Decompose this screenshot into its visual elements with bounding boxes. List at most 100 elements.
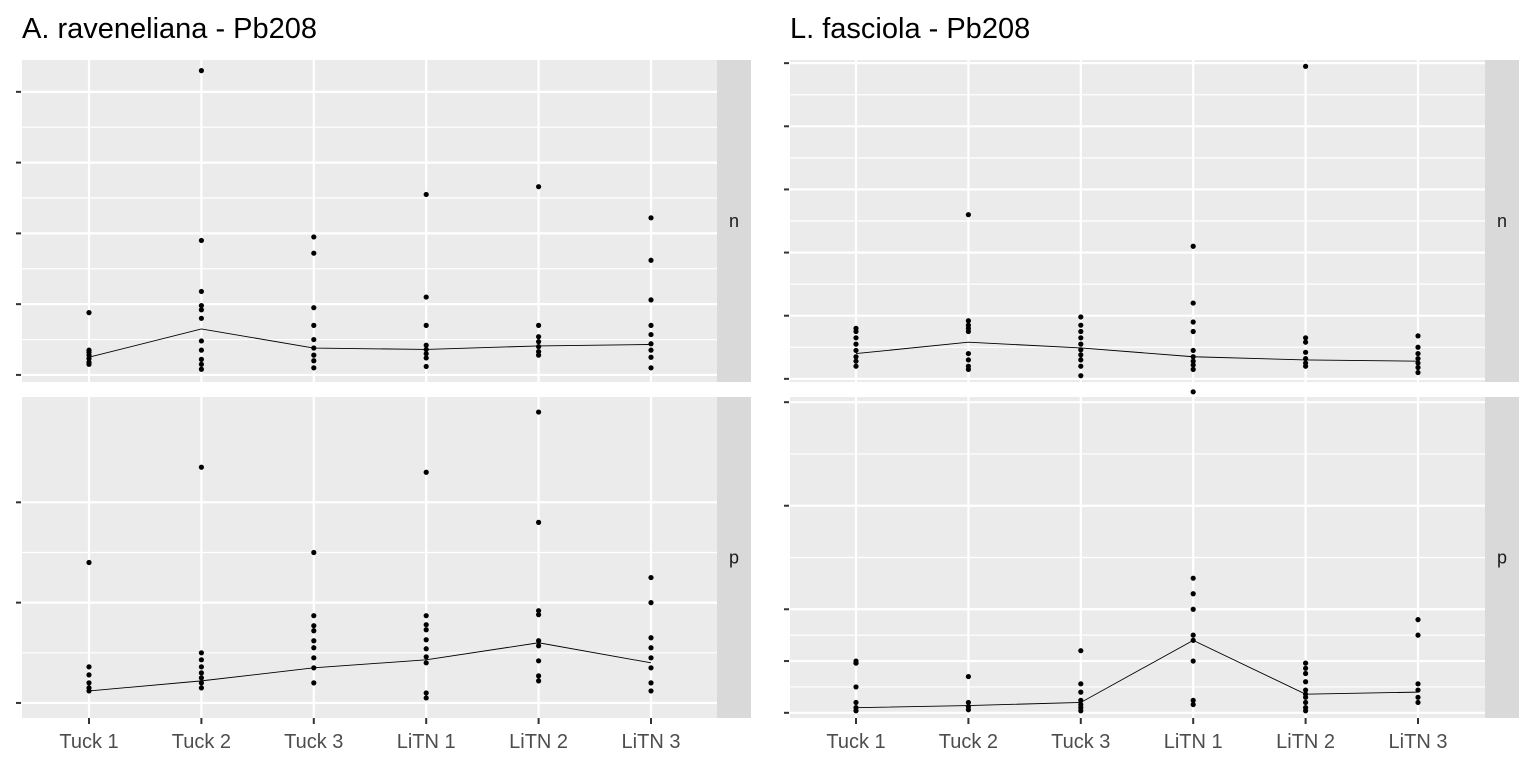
data-point xyxy=(1190,389,1196,395)
data-point xyxy=(198,68,204,74)
data-point xyxy=(1190,328,1196,335)
data-point xyxy=(1190,358,1196,364)
data-point xyxy=(648,688,654,694)
data-point xyxy=(853,699,859,706)
data-point xyxy=(1190,366,1196,372)
data-point xyxy=(536,519,542,525)
data-point xyxy=(536,608,542,614)
data-point xyxy=(1078,697,1084,703)
data-point xyxy=(536,339,542,345)
data-point xyxy=(1190,354,1196,360)
data-point xyxy=(86,664,92,670)
data-point xyxy=(423,646,429,652)
data-point xyxy=(423,622,429,628)
data-point xyxy=(1190,632,1196,638)
data-point xyxy=(965,673,972,680)
data-point xyxy=(1190,701,1196,708)
data-point xyxy=(1415,333,1421,339)
chart-1: A. raveneliana - Pb208 n p Tuck 1 Tuck 2 Tuck… xyxy=(16,13,751,753)
data-point xyxy=(1415,369,1421,376)
median-line xyxy=(855,639,1419,709)
data-point xyxy=(648,635,654,641)
chart-2: L. fasciola - Pb208 n p Tuck 1 Tuck 2 Tuck 3 L… xyxy=(784,13,1519,753)
data-point xyxy=(536,409,542,415)
data-point xyxy=(198,356,204,362)
data-point xyxy=(1078,328,1084,335)
data-point xyxy=(1303,339,1309,345)
data-point xyxy=(198,361,204,367)
facet-strip xyxy=(717,60,751,382)
data-point xyxy=(1190,300,1196,306)
data-point xyxy=(198,670,204,676)
facet-strip-label: p xyxy=(729,548,739,568)
data-point xyxy=(1078,347,1084,353)
data-point xyxy=(86,347,92,353)
data-point xyxy=(198,650,204,656)
data-point xyxy=(1078,357,1084,363)
data-point xyxy=(1303,360,1309,366)
data-point xyxy=(423,469,429,475)
data-point xyxy=(1303,349,1309,355)
data-point xyxy=(1303,670,1309,677)
data-point xyxy=(198,664,204,670)
data-point xyxy=(1415,681,1421,687)
data-point xyxy=(1078,648,1084,654)
data-point xyxy=(86,680,92,686)
data-point xyxy=(1078,322,1084,328)
data-point xyxy=(311,358,317,364)
data-point xyxy=(423,355,429,361)
data-point xyxy=(965,699,972,706)
data-point xyxy=(311,623,317,629)
chart-title: L. fasciola - Pb208 xyxy=(790,13,1030,45)
data-point xyxy=(648,354,654,360)
data-point xyxy=(198,675,204,681)
median-line xyxy=(88,328,652,358)
x-tick-label: Tuck 3 xyxy=(1051,731,1110,753)
data-point xyxy=(1190,591,1196,597)
x-tick-label: LiTN 3 xyxy=(622,731,681,753)
median-line xyxy=(855,341,1419,362)
data-point xyxy=(648,665,654,671)
x-tick-label: LiTN 1 xyxy=(1164,731,1223,753)
data-point xyxy=(648,365,654,371)
data-point xyxy=(311,665,317,671)
facet-strip-label: p xyxy=(1497,548,1507,568)
data-point xyxy=(1190,606,1196,612)
data-point xyxy=(423,342,429,348)
data-point xyxy=(423,695,429,701)
x-tick-label: Tuck 2 xyxy=(939,731,998,753)
data-point xyxy=(423,294,429,300)
data-point xyxy=(648,655,654,661)
data-point xyxy=(311,628,317,634)
data-point xyxy=(853,658,859,664)
data-point xyxy=(311,322,317,328)
data-point xyxy=(1190,637,1196,643)
data-point xyxy=(965,318,972,324)
data-point xyxy=(1415,360,1421,366)
data-point xyxy=(853,363,859,369)
data-point xyxy=(198,464,204,470)
data-point xyxy=(1190,575,1196,581)
data-point xyxy=(1303,660,1309,666)
data-point xyxy=(1303,356,1309,362)
facet-p: p xyxy=(16,397,751,718)
data-point xyxy=(423,363,429,370)
data-point xyxy=(1078,341,1084,347)
data-point xyxy=(853,358,859,364)
data-point xyxy=(1190,319,1196,325)
data-point xyxy=(536,673,542,679)
data-point xyxy=(86,559,92,566)
data-point xyxy=(311,250,317,256)
x-tick-label: LiTN 2 xyxy=(1276,731,1335,753)
facet-strip-label: n xyxy=(1497,211,1507,231)
data-point xyxy=(423,654,429,660)
data-point xyxy=(648,331,654,338)
data-point xyxy=(1078,352,1084,358)
data-point xyxy=(965,322,972,328)
panel-background xyxy=(22,60,717,382)
data-point xyxy=(1415,632,1421,638)
data-point xyxy=(198,338,204,344)
x-tick-label: Tuck 2 xyxy=(172,731,231,753)
data-point xyxy=(198,366,204,372)
data-point xyxy=(1415,617,1421,623)
